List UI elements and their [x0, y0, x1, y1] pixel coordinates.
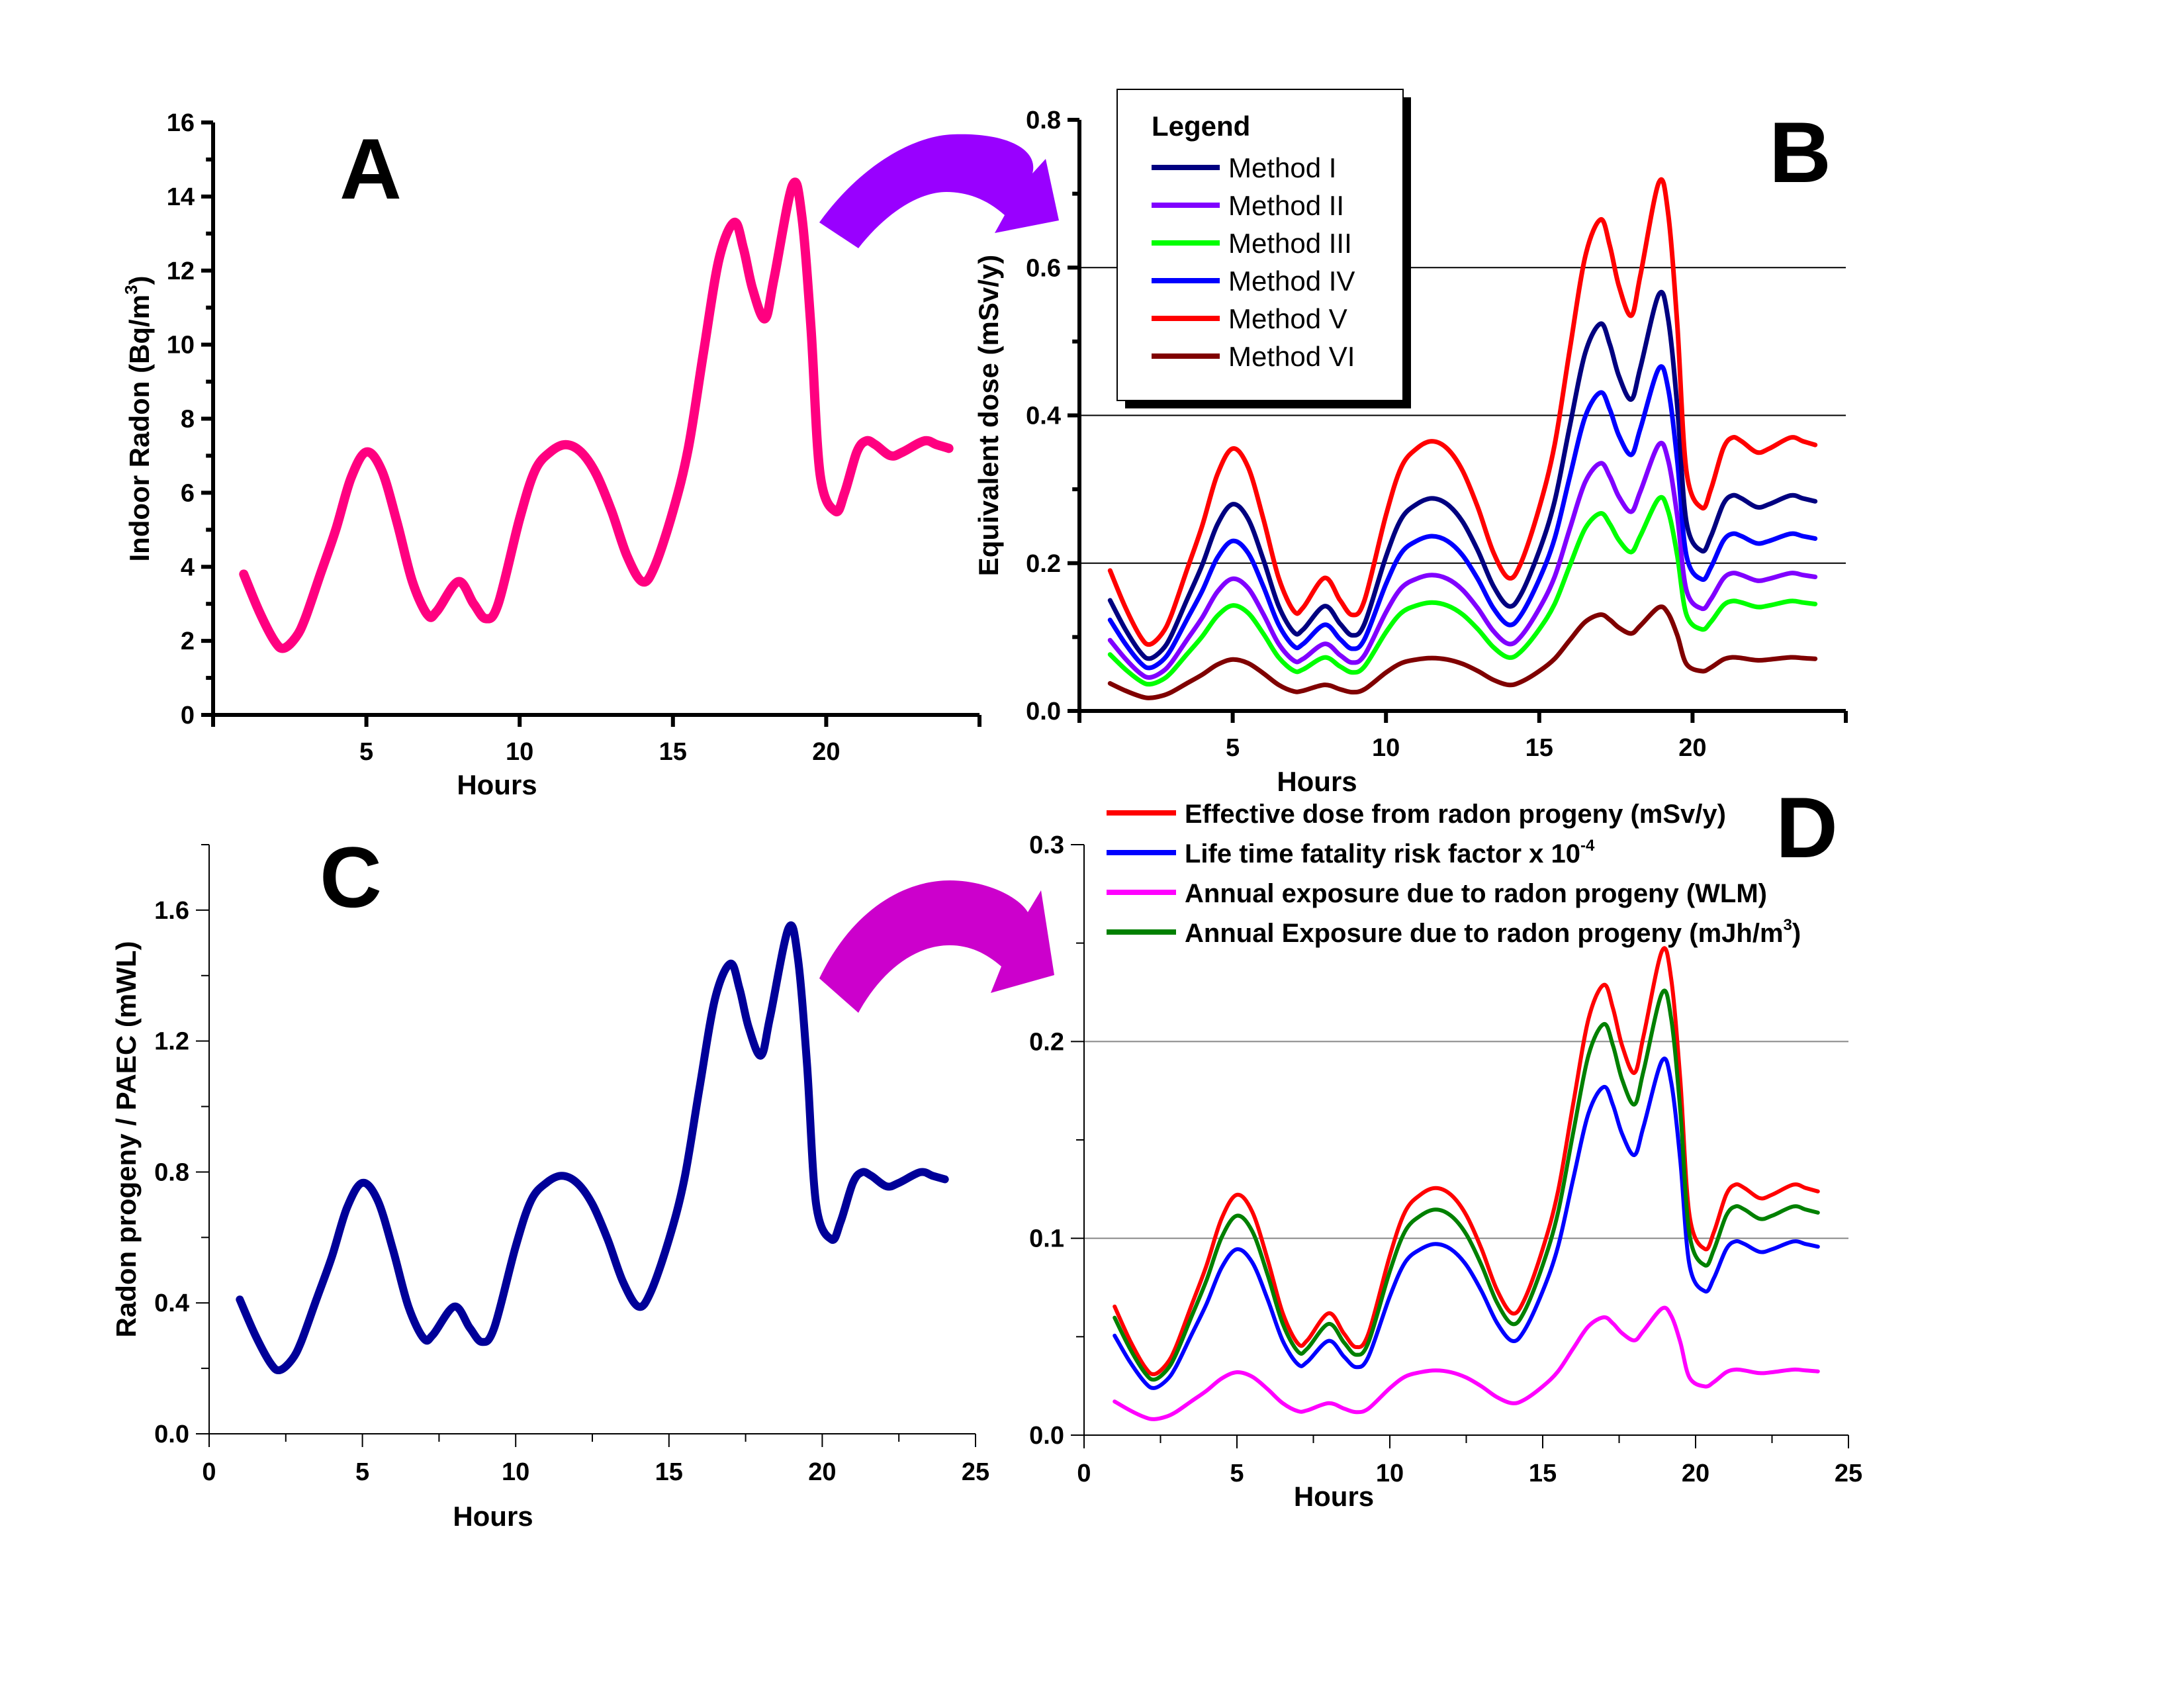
legend: Legend Method I Method II Method III Method … — [1116, 89, 1411, 408]
y-tick-label: 2 — [181, 628, 195, 655]
series-line-annual-exposure-due-to-radon-progeny-wlm — [1113, 1305, 1820, 1421]
panel-letter: C — [320, 829, 382, 925]
x-tick-label: 10 — [1376, 1460, 1404, 1487]
series-line-method-iv — [1107, 364, 1818, 671]
x-tick-label: 15 — [659, 738, 687, 766]
y-tick-label: 0.4 — [154, 1289, 189, 1317]
y-tick-label: 0.8 — [1026, 107, 1061, 134]
y-tick-label: 14 — [167, 183, 195, 211]
legend-entry-label: Method II — [1228, 190, 1344, 221]
y-axis-title: Radon progeny / PAEC (mWL) — [111, 941, 142, 1338]
x-axis-title: Hours — [453, 1501, 533, 1532]
legend-entry-label: Effective dose from radon progeny (mSv/y… — [1185, 800, 1726, 829]
x-axis-title: Hours — [1277, 766, 1357, 797]
panel-letter: B — [1769, 104, 1831, 201]
panel-c: 0.0 0.4 0.8 1.2 1.6 0 5 10 15 20 25 Hours Radon prog… — [111, 829, 989, 1532]
x-tick-label: 20 — [808, 1458, 836, 1486]
y-tick-label: 1.2 — [154, 1028, 189, 1056]
panel-a: 0 2 4 6 8 10 12 14 16 5 10 15 20 Hours Indoor Radon (B… — [121, 109, 981, 800]
y-tick-label: 12 — [167, 258, 195, 285]
legend-entry-label: Life time fatality risk factor x 10-4 — [1185, 837, 1595, 868]
series-line-indoor-radon — [239, 177, 954, 653]
legend-entry-label: Method I — [1228, 152, 1336, 183]
y-tick-label: 0 — [181, 702, 195, 729]
series-line-method-i — [1107, 289, 1818, 661]
x-tick-label: 20 — [812, 738, 840, 766]
curved-arrow-icon-a-to-b — [819, 134, 1059, 248]
x-tick-label: 20 — [1678, 734, 1706, 762]
y-tick-label: 0.0 — [1029, 1422, 1064, 1450]
series-line-method-iii — [1107, 494, 1818, 687]
series-line-effective-dose-from-radon-progeny-msv-y — [1113, 946, 1820, 1377]
y-axis-title: Equivalent dose (mSv/y) — [973, 255, 1004, 576]
y-tick-label: 0.4 — [1026, 402, 1061, 430]
x-tick-label: 5 — [1230, 1460, 1244, 1487]
x-tick-label: 10 — [502, 1458, 529, 1486]
panel-d: 0.0 0.1 0.2 0.3 0 5 10 15 20 25 Hours D Effective do… — [1029, 779, 1862, 1512]
x-tick-label: 0 — [202, 1458, 216, 1486]
x-tick-label: 0 — [1077, 1460, 1091, 1487]
y-tick-label: 0.8 — [154, 1158, 189, 1186]
x-tick-label: 10 — [1372, 734, 1400, 762]
y-tick-label: 4 — [181, 553, 195, 581]
y-tick-label: 16 — [167, 109, 195, 137]
x-axis-title: Hours — [1294, 1481, 1374, 1512]
series-line-annual-exposure-due-to-radon-progeny-mjh-m — [1113, 988, 1820, 1382]
y-tick-label: 0.6 — [1026, 254, 1061, 282]
x-tick-label: 5 — [355, 1458, 369, 1486]
legend-entry-label: Method VI — [1228, 341, 1355, 372]
y-tick-label: 0.3 — [1029, 831, 1064, 859]
y-tick-label: 0.1 — [1029, 1225, 1064, 1253]
y-axis-title: Indoor Radon (Bq/m3) — [121, 275, 155, 561]
legend-title: Legend — [1152, 111, 1250, 142]
x-tick-label: 20 — [1682, 1460, 1709, 1487]
y-tick-label: 6 — [181, 479, 195, 507]
x-tick-label: 25 — [962, 1458, 989, 1486]
legend-entry-label: Method III — [1228, 228, 1352, 259]
x-tick-label: 15 — [655, 1458, 683, 1486]
series-line-method-vi — [1107, 604, 1818, 700]
panel-b: 0.0 0.2 0.4 0.6 0.8 5 10 15 20 Hours Equivalent do… — [973, 89, 1848, 797]
legend-entry-label: Annual Exposure due to radon progeny (mJ… — [1185, 916, 1801, 948]
y-tick-label: 0.2 — [1026, 550, 1061, 578]
y-tick-label: 8 — [181, 406, 195, 434]
panel-letter: A — [340, 120, 402, 217]
legend-entry-label: Method IV — [1228, 265, 1355, 297]
series-line-method-ii — [1107, 440, 1818, 680]
x-tick-label: 10 — [506, 738, 533, 766]
y-tick-label: 0.2 — [1029, 1028, 1064, 1056]
x-tick-label: 25 — [1835, 1460, 1862, 1487]
series-line-method-v — [1107, 177, 1818, 647]
legend-entry-label: Annual exposure due to radon progeny (WL… — [1185, 879, 1767, 908]
series-line-life-time-fatality-risk-factor-x-10-4 — [1113, 1056, 1820, 1390]
y-tick-label: 10 — [167, 332, 195, 359]
x-tick-label: 5 — [1226, 734, 1240, 762]
legend: Effective dose from radon progeny (mSv/y… — [1107, 800, 1801, 948]
x-axis-title: Hours — [457, 769, 537, 800]
x-tick-label: 15 — [1529, 1460, 1557, 1487]
series-line-radon-progeny-paec — [236, 921, 949, 1375]
y-tick-label: 0.0 — [1026, 698, 1061, 726]
panel-letter: D — [1776, 779, 1838, 876]
legend-entry-label: Method V — [1228, 303, 1347, 334]
curved-arrow-icon-c-to-d — [819, 880, 1054, 1013]
x-tick-label: 15 — [1525, 734, 1553, 762]
x-tick-label: 5 — [359, 738, 373, 766]
y-tick-label: 0.0 — [154, 1421, 189, 1448]
y-tick-label: 1.6 — [154, 897, 189, 925]
